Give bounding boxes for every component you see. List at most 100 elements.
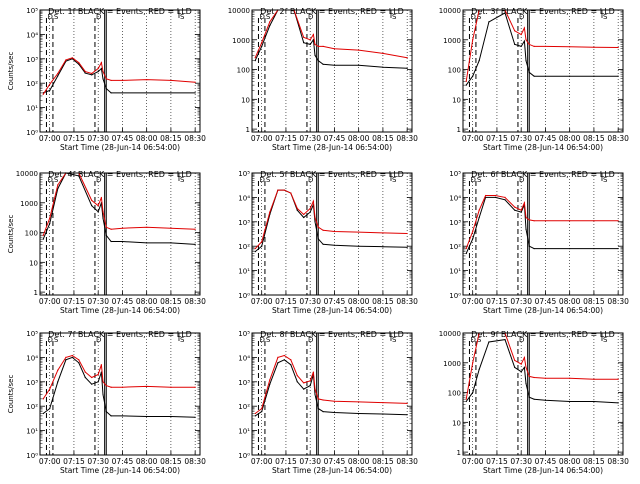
marker-letter: D bbox=[96, 176, 101, 184]
data-point-lld bbox=[309, 380, 311, 382]
plot-frame bbox=[251, 332, 413, 456]
data-point-lld bbox=[523, 202, 526, 204]
data-point-events bbox=[97, 70, 99, 73]
y-tick-label: 10⁴ bbox=[26, 31, 38, 39]
marker-letter: D bbox=[308, 13, 313, 21]
x-axis-title: Start Time (28-Jun-14 06:54:00) bbox=[272, 466, 392, 475]
data-point-events bbox=[514, 43, 516, 45]
marker-letter: S bbox=[603, 176, 608, 184]
x-tick-label: 07:15 bbox=[63, 134, 85, 143]
data-point-lld bbox=[465, 398, 467, 400]
x-tick-label: 07:45 bbox=[535, 134, 557, 143]
data-point-lld bbox=[333, 230, 336, 233]
data-point-events bbox=[544, 399, 547, 401]
data-point-lld bbox=[465, 247, 467, 250]
data-point-lld bbox=[312, 33, 315, 36]
x-tick-label: 08:30 bbox=[607, 457, 629, 466]
y-axis-title: Counts/sec bbox=[7, 52, 15, 91]
data-point-lld bbox=[100, 196, 103, 199]
data-point-lld bbox=[514, 359, 516, 362]
y-axis-title: Counts/sec bbox=[7, 215, 15, 254]
data-point-events bbox=[91, 205, 93, 207]
x-tick-label: 07:15 bbox=[486, 457, 508, 466]
data-point-lld bbox=[146, 226, 148, 228]
data-point-events bbox=[617, 402, 619, 404]
data-point-lld bbox=[528, 43, 530, 45]
panel-title: Det. 1f BLACK = Events, RED = LLD bbox=[48, 7, 192, 16]
y-tick-label: 10⁵ bbox=[449, 170, 461, 178]
data-point-events bbox=[478, 216, 480, 219]
data-point-events bbox=[261, 245, 263, 247]
marker-letter: D bbox=[96, 13, 101, 21]
data-point-events bbox=[472, 238, 474, 240]
data-point-lld bbox=[194, 386, 196, 388]
data-point-events bbox=[296, 381, 298, 383]
data-point-events bbox=[333, 64, 336, 66]
series-line-lld bbox=[42, 354, 196, 400]
data-point-events bbox=[170, 92, 172, 94]
data-point-lld bbox=[57, 184, 59, 186]
data-point-lld bbox=[593, 378, 595, 380]
data-point-lld bbox=[303, 36, 305, 39]
data-point-events bbox=[105, 411, 107, 413]
series-line-events bbox=[465, 196, 619, 254]
data-point-lld bbox=[49, 83, 51, 85]
y-tick-label: 1 bbox=[34, 289, 38, 297]
x-tick-label: 08:30 bbox=[607, 297, 629, 306]
data-point-lld bbox=[146, 385, 148, 387]
data-point-events bbox=[303, 388, 305, 390]
data-point-events bbox=[100, 67, 103, 70]
data-point-lld bbox=[97, 373, 99, 376]
y-tick-label: 10³ bbox=[26, 379, 38, 387]
data-point-lld bbox=[290, 359, 292, 361]
panel-title: Det. 7f BLACK = Events, RED = LLD bbox=[48, 330, 192, 339]
x-tick-label: 08:15 bbox=[160, 134, 182, 143]
y-tick-label: 10⁴ bbox=[449, 194, 461, 202]
data-point-lld bbox=[533, 376, 535, 379]
y-tick-label: 10 bbox=[452, 419, 461, 427]
marker-letter: S bbox=[392, 13, 397, 21]
series-line-lld bbox=[465, 195, 619, 249]
y-tick-label: 10¹ bbox=[238, 428, 250, 436]
x-tick-label: 08:00 bbox=[559, 134, 581, 143]
x-tick-label: 07:15 bbox=[63, 297, 85, 306]
marker-letter: S bbox=[180, 176, 185, 184]
y-tick-label: 10⁴ bbox=[26, 354, 38, 362]
data-point-lld bbox=[523, 27, 526, 29]
plot-frame bbox=[251, 9, 413, 133]
x-tick-label: 07:30 bbox=[87, 297, 109, 306]
data-point-events bbox=[494, 196, 496, 198]
data-point-events bbox=[303, 42, 305, 44]
data-point-lld bbox=[261, 241, 263, 243]
data-point-events bbox=[358, 412, 360, 415]
data-point-lld bbox=[84, 371, 86, 373]
series-line-events bbox=[254, 189, 408, 252]
y-tick-label: 10¹ bbox=[238, 268, 250, 276]
x-tick-label: 08:30 bbox=[396, 134, 418, 143]
data-point-lld bbox=[333, 48, 336, 50]
data-point-lld bbox=[91, 199, 93, 202]
y-tick-label: 10³ bbox=[26, 56, 38, 64]
x-axis-title: Start Time (28-Jun-14 06:54:00) bbox=[60, 143, 180, 152]
data-point-events bbox=[593, 75, 595, 77]
marker-letter: S bbox=[266, 13, 271, 21]
series-line-lld bbox=[42, 57, 196, 95]
marker-letter: S bbox=[392, 176, 397, 184]
data-point-lld bbox=[254, 57, 256, 59]
y-tick-label: 10³ bbox=[449, 219, 461, 227]
x-tick-label: 08:00 bbox=[348, 297, 370, 306]
series-line-events bbox=[254, 359, 408, 417]
data-point-lld bbox=[314, 216, 316, 219]
data-point-lld bbox=[533, 45, 535, 47]
x-tick-label: 07:45 bbox=[535, 457, 557, 466]
data-point-lld bbox=[277, 356, 279, 358]
data-point-events bbox=[49, 89, 51, 92]
x-axis-title: Start Time (28-Jun-14 06:54:00) bbox=[60, 466, 180, 475]
y-tick-label: 10² bbox=[238, 403, 250, 411]
plot-frame bbox=[462, 9, 624, 133]
data-point-lld bbox=[533, 220, 535, 222]
y-tick-label: 1000 bbox=[443, 37, 461, 45]
y-tick-label: 100 bbox=[448, 67, 461, 75]
